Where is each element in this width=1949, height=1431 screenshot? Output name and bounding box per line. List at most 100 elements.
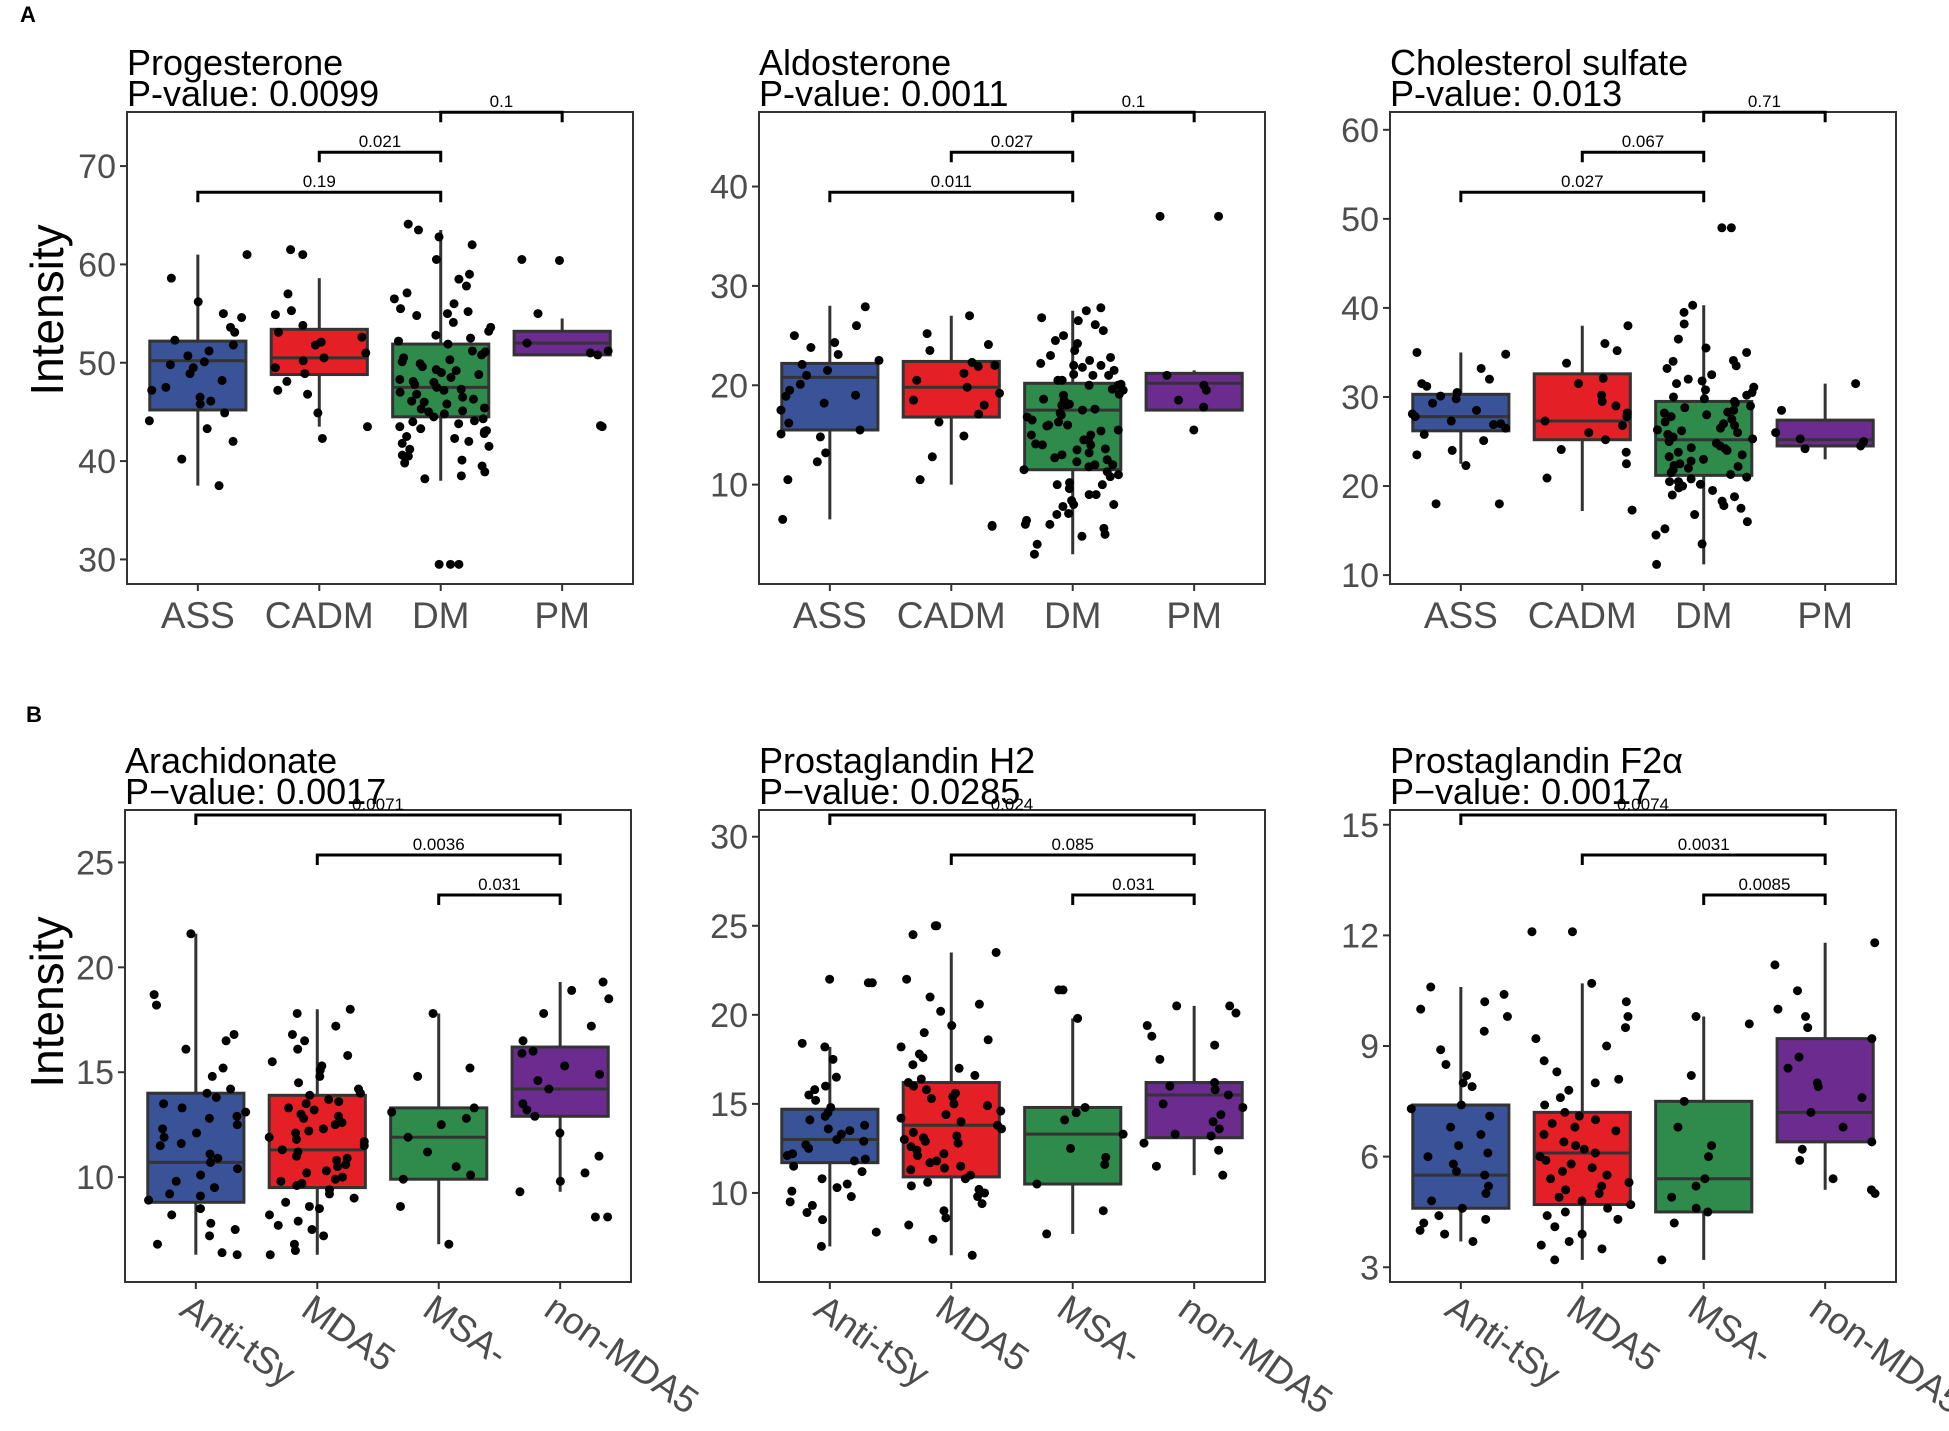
data-point — [1091, 490, 1101, 500]
data-point — [1454, 1141, 1464, 1151]
data-point — [818, 1215, 828, 1225]
data-point — [204, 346, 214, 356]
data-point — [1797, 1144, 1807, 1154]
significance-label: 0.024 — [991, 795, 1034, 814]
data-point — [1672, 379, 1682, 389]
data-point — [431, 365, 441, 375]
data-point — [1612, 346, 1622, 356]
significance-bracket — [1459, 190, 1706, 203]
data-point — [273, 327, 283, 337]
box-0 — [780, 361, 880, 432]
data-point — [144, 416, 154, 426]
chart-title: Prostaglandin F2α — [1390, 740, 1683, 781]
data-point — [195, 399, 205, 409]
data-point — [144, 1195, 154, 1205]
data-point — [1100, 529, 1110, 539]
data-point — [785, 1197, 795, 1207]
data-point — [321, 1166, 331, 1176]
data-point — [413, 1071, 423, 1081]
data-point — [1556, 445, 1566, 455]
data-point — [159, 1099, 169, 1109]
data-point — [1214, 211, 1224, 221]
data-point — [1446, 1122, 1456, 1132]
data-point — [1077, 531, 1087, 541]
data-point — [431, 330, 441, 340]
data-point — [1573, 379, 1583, 389]
data-point — [979, 400, 989, 410]
x-tick-label: DM — [1675, 595, 1733, 636]
y-tick-label: 25 — [76, 844, 114, 882]
data-point — [479, 403, 489, 413]
data-point — [206, 396, 216, 406]
data-point — [922, 329, 932, 339]
data-point — [1867, 1034, 1877, 1044]
significance-label: 0.0071 — [352, 795, 404, 814]
data-point — [1587, 1163, 1597, 1173]
data-point — [1485, 1111, 1495, 1121]
data-point — [833, 349, 843, 359]
data-point — [445, 355, 455, 365]
data-point — [1044, 420, 1054, 430]
data-point — [286, 245, 296, 255]
data-point — [1484, 374, 1494, 384]
data-point — [1657, 1255, 1667, 1265]
data-point — [919, 1028, 929, 1038]
data-point — [1730, 398, 1740, 408]
data-point — [192, 1128, 202, 1138]
data-point — [355, 1088, 365, 1098]
data-point — [1057, 450, 1067, 460]
data-point — [1723, 407, 1733, 417]
data-point — [293, 1216, 303, 1226]
data-point — [802, 370, 812, 380]
data-point — [1225, 1001, 1235, 1011]
data-point — [1579, 1144, 1589, 1154]
data-point — [307, 1225, 317, 1235]
data-point — [590, 1212, 600, 1222]
y-tick-label: 3 — [1360, 1249, 1379, 1287]
data-point — [464, 436, 474, 446]
significance-label: 0.011 — [931, 172, 972, 191]
data-point — [1690, 510, 1700, 520]
data-point — [480, 427, 490, 437]
data-point — [821, 1081, 831, 1091]
data-point — [403, 1132, 413, 1142]
data-point — [819, 398, 829, 408]
data-point — [1080, 1102, 1090, 1112]
data-point — [815, 432, 825, 442]
data-point — [860, 302, 870, 312]
data-point — [1539, 1130, 1549, 1139]
data-point — [904, 1220, 914, 1230]
data-point — [1483, 1181, 1493, 1191]
data-point — [396, 304, 406, 314]
significance-label: 0.027 — [991, 132, 1034, 151]
data-point — [324, 1094, 334, 1104]
significance-label: 0.0031 — [1678, 835, 1730, 854]
y-tick-label: 10 — [1341, 557, 1379, 595]
data-point — [1417, 379, 1427, 389]
data-point — [1419, 429, 1429, 439]
data-point — [1042, 1229, 1052, 1239]
data-point — [1733, 461, 1743, 471]
data-point — [207, 1071, 217, 1081]
data-point — [330, 1120, 340, 1130]
data-point — [528, 1046, 538, 1056]
data-point — [1867, 1137, 1877, 1147]
x-tick-label: non-MDA5 — [1172, 1287, 1340, 1422]
significance-bracket — [194, 813, 562, 825]
data-point — [1577, 1196, 1587, 1206]
data-point — [362, 422, 372, 432]
data-point — [1053, 375, 1063, 385]
data-point — [267, 1057, 277, 1067]
data-point — [860, 1120, 870, 1130]
data-point — [1736, 503, 1746, 513]
y-axis-label-b: Intensity — [21, 916, 73, 1087]
data-point — [1686, 474, 1696, 484]
y-tick-label: 12 — [1341, 917, 1379, 955]
significance-label: 0.031 — [478, 875, 521, 894]
data-point — [1019, 465, 1029, 475]
data-point — [403, 451, 413, 461]
data-point — [832, 1183, 842, 1193]
y-tick-label: 30 — [78, 541, 116, 579]
data-point — [1155, 211, 1165, 221]
